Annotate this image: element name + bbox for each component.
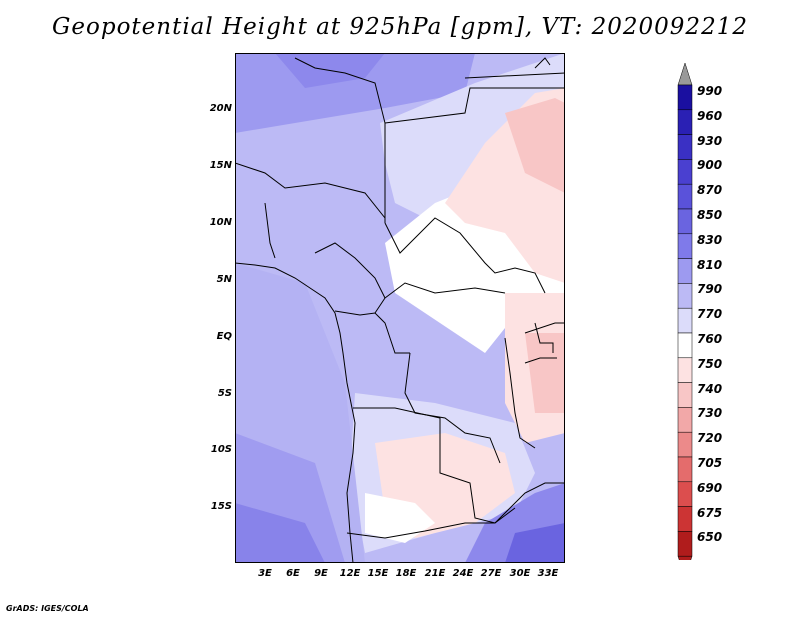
lon-tick: 24E [452,568,474,579]
page-title: Geopotential Height at 925hPa [gpm], VT:… [52,14,748,40]
lon-tick: 12E [339,568,361,579]
colorbar-level-label: 720 [697,431,723,446]
colorbar [677,62,693,560]
geopotential-map [235,53,565,563]
colorbar-swatch [677,382,693,408]
colorbar-level-label: 770 [697,307,723,322]
colorbar-level-label: 690 [697,480,723,495]
colorbar-top-arrow [677,62,693,86]
lat-tick: 10N [209,217,232,228]
lat-tick: 20N [209,103,232,114]
lat-tick: 5N [216,274,232,285]
field-ne-pink2 [505,98,565,193]
colorbar-swatch [677,84,693,111]
lon-tick: 30E [509,568,531,579]
lon-tick: 15E [367,568,389,579]
field-east-pink2 [525,333,565,413]
field-ocean-sw-deep [235,503,325,563]
colorbar-level-label: 740 [697,381,723,396]
colorbar-swatch [677,481,693,507]
colorbar-level-label: 960 [697,108,723,123]
colorbar-swatch [677,233,693,259]
lon-tick: 3E [258,568,272,579]
colorbar-level-label: 900 [697,158,723,173]
lat-tick: 5S [217,388,232,399]
colorbar-level-label: 705 [697,456,723,470]
colorbar-level-label: 650 [697,530,723,545]
colorbar-swatch [677,506,693,532]
colorbar-swatch [677,183,693,210]
colorbar-swatch [677,159,693,185]
lat-tick: 10S [210,444,232,455]
credit-text: GrADS: IGES/COLA [6,604,89,613]
colorbar-swatch [677,307,693,334]
colorbar-swatch [677,357,693,383]
field-se-lower [505,523,565,563]
colorbar-swatch [677,431,693,458]
map-border [235,53,565,563]
lon-tick: 18E [395,568,417,579]
colorbar-swatch [677,208,693,235]
lon-tick: 6E [286,568,300,579]
colorbar-level-label: 850 [697,208,723,222]
colorbar-level-label: 810 [697,257,723,272]
colorbar-swatch [677,109,693,135]
colorbar-swatch [677,258,693,284]
field-south-white [365,493,435,543]
colorbar-swatch [677,531,693,557]
colorbar-level-label: 870 [697,183,723,198]
lat-tick: 15S [210,501,232,512]
colorbar-swatch [677,456,693,483]
lat-tick: EQ [216,331,232,342]
lat-tick: 15N [209,160,232,171]
colorbar-level-label: 930 [697,133,723,148]
colorbar-level-label: 750 [697,356,723,371]
colorbar-level-label: 830 [697,232,723,247]
colorbar-level-label: 675 [697,505,723,520]
colorbar-swatch [677,283,693,309]
lon-tick: 33E [537,568,559,579]
colorbar-level-label: 730 [697,406,723,421]
colorbar-level-label: 760 [697,332,723,346]
colorbar-swatch [677,332,693,359]
colorbar-level-label: 990 [697,84,723,98]
colorbar-swatch [677,407,693,433]
colorbar-swatch [677,134,693,160]
lon-tick: 9E [314,568,328,579]
colorbar-bottom-arrow [677,555,693,560]
colorbar-level-label: 790 [697,282,723,297]
country-borders [235,57,565,563]
lon-tick: 27E [480,568,502,579]
lon-tick: 21E [424,568,446,579]
